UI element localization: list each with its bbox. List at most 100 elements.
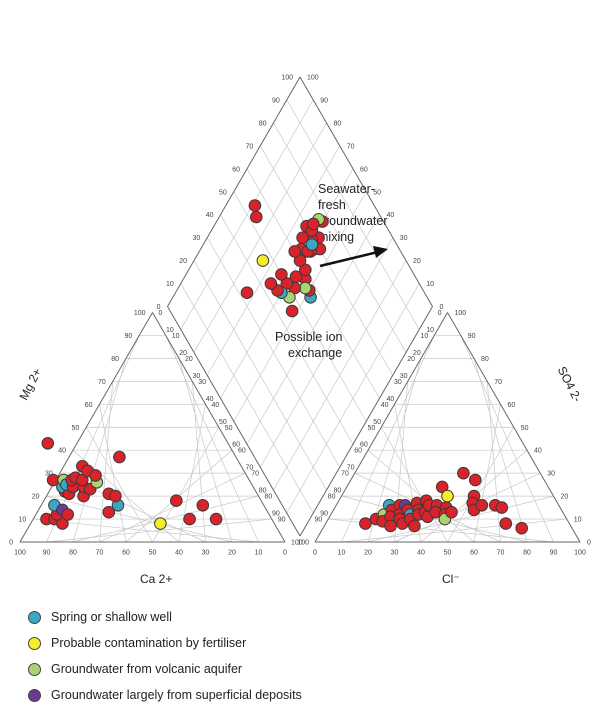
diamond-right-tick-label: 40 bbox=[387, 212, 395, 219]
diamond-point-other bbox=[280, 277, 294, 290]
legend-swatch-spring bbox=[28, 610, 41, 624]
anion-left-tick-label: 40 bbox=[381, 402, 389, 409]
diamond-lower-right-tick-label: 40 bbox=[387, 396, 395, 403]
diamond-left-tick-label: 40 bbox=[206, 212, 214, 219]
cation-point-other bbox=[109, 489, 122, 503]
ca-tick-label: 40 bbox=[175, 550, 183, 557]
sample-points bbox=[40, 199, 529, 535]
cation-point-fertiliser bbox=[154, 517, 167, 530]
diamond-lower-left-tick-label: 50 bbox=[219, 419, 227, 426]
ca-tick-label: 10 bbox=[255, 550, 263, 557]
diamond-frame bbox=[299, 306, 433, 537]
diamond-left-tick-label: 20 bbox=[179, 258, 187, 265]
anion-left-tick-label: 60 bbox=[354, 448, 362, 455]
diamond-lower-right-tick-label: 70 bbox=[347, 465, 355, 472]
diamond-right-tick-label: 50 bbox=[373, 189, 381, 196]
cation-point-other bbox=[209, 512, 223, 526]
legend-swatch-fertiliser bbox=[28, 636, 41, 650]
exchange-line-2: exchange bbox=[288, 346, 342, 360]
anion-left-tick-label: 0 bbox=[438, 310, 442, 317]
diamond-lower-right-tick-label: 60 bbox=[360, 442, 368, 449]
diamond-grid bbox=[193, 122, 327, 353]
cation-triangle-grid bbox=[33, 518, 259, 543]
diamond-lower-right-tick-label: 20 bbox=[413, 350, 421, 357]
mg-tick-label: 50 bbox=[71, 425, 79, 432]
legend-label-volcanic: Groundwater from volcanic aquifer bbox=[51, 662, 243, 676]
ca-tick-label: 70 bbox=[96, 550, 104, 557]
diamond-grid bbox=[233, 191, 367, 422]
ca-tick-label: 60 bbox=[122, 550, 130, 557]
diamond-lower-left-tick-label: 80 bbox=[259, 488, 267, 495]
diamond-point-other bbox=[307, 217, 320, 231]
diamond-right-tick-label: 100 bbox=[307, 75, 319, 82]
cl-tick-label: 30 bbox=[391, 550, 399, 557]
diamond-left-tick-label: 80 bbox=[259, 120, 267, 127]
anion-point-other bbox=[384, 519, 397, 533]
so4-tick-label: 80 bbox=[481, 356, 489, 363]
diamond-left-tick-label: 10 bbox=[166, 281, 174, 288]
anion-triangle-frame bbox=[447, 312, 581, 543]
diamond-point-other bbox=[275, 268, 288, 281]
diamond-grid bbox=[259, 145, 394, 376]
diamond-point-other bbox=[248, 199, 262, 212]
ca-tick-label: 50 bbox=[149, 550, 157, 557]
ca-tick-label: 0 bbox=[283, 550, 287, 557]
anion-point-other bbox=[408, 519, 421, 533]
diamond-grid bbox=[206, 145, 341, 376]
mg-tick-label: 70 bbox=[98, 379, 106, 386]
cl-tick-label: 100 bbox=[574, 550, 586, 557]
legend-item-spring: Spring or shallow well bbox=[28, 604, 588, 630]
anion-left-tick-label: 70 bbox=[341, 471, 349, 478]
diamond-lower-right-tick-label: 10 bbox=[426, 327, 434, 334]
cation-triangle-grid bbox=[165, 335, 259, 543]
diamond-grid bbox=[286, 99, 420, 330]
diamond-right-tick-label: 30 bbox=[400, 235, 408, 242]
anion-triangle-grid bbox=[367, 449, 475, 543]
cation-point-other bbox=[61, 508, 74, 521]
mixing-arrow bbox=[319, 250, 379, 268]
cation-point-other bbox=[41, 437, 55, 450]
mg-tick-label: 80 bbox=[111, 356, 119, 363]
diamond-lower-left-tick-label: 40 bbox=[206, 396, 214, 403]
diamond-right-tick-label: 0 bbox=[440, 304, 444, 311]
diamond-point-other bbox=[240, 286, 254, 300]
anion-left-tick-label: 50 bbox=[367, 425, 375, 432]
diamond-right-tick-label: 10 bbox=[426, 281, 434, 288]
so4-tick-label: 100 bbox=[455, 310, 467, 317]
anion-point-other bbox=[359, 517, 372, 530]
so4-tick-label: 50 bbox=[521, 425, 529, 432]
diamond-lower-left-tick-label: 60 bbox=[232, 442, 240, 449]
cation-triangle-grid bbox=[46, 495, 233, 543]
so4-tick-label: 0 bbox=[587, 540, 591, 547]
anion-triangle-grid bbox=[341, 495, 528, 543]
cl-axis-label: Cl⁻ bbox=[442, 572, 460, 586]
diamond-lower-right-tick-label: 30 bbox=[400, 373, 408, 380]
cl-tick-label: 10 bbox=[338, 550, 346, 557]
cl-tick-label: 60 bbox=[470, 550, 478, 557]
cation-right-tick-label: 10 bbox=[172, 333, 180, 340]
anion-point-other bbox=[499, 517, 513, 530]
anion-left-tick-label: 80 bbox=[328, 494, 336, 501]
so4-tick-label: 20 bbox=[561, 494, 569, 501]
diamond-point-fertiliser bbox=[256, 254, 270, 267]
anion-point-other bbox=[469, 473, 482, 487]
cation-right-tick-label: 50 bbox=[225, 425, 233, 432]
mg-tick-label: 30 bbox=[45, 471, 53, 478]
mixing-line-2: fresh bbox=[318, 198, 346, 212]
mg-tick-label: 60 bbox=[85, 402, 93, 409]
grid-layer bbox=[19, 76, 581, 543]
legend-label-fertiliser: Probable contamination by fertiliser bbox=[51, 636, 247, 650]
mg-tick-label: 10 bbox=[18, 517, 26, 524]
diamond-point-other bbox=[288, 245, 302, 258]
diamond-left-tick-label: 60 bbox=[232, 166, 240, 173]
cl-tick-label: 20 bbox=[364, 550, 372, 557]
cation-point-other bbox=[170, 494, 183, 508]
legend-item-fertiliser: Probable contamination by fertiliser bbox=[28, 630, 588, 656]
cl-tick-label: 50 bbox=[444, 550, 452, 557]
diamond-right-tick-label: 90 bbox=[320, 97, 328, 104]
ca-tick-label: 100 bbox=[14, 550, 26, 557]
cation-right-tick-label: 0 bbox=[159, 310, 163, 317]
diamond-lower-left-tick-label: 90 bbox=[272, 511, 280, 518]
